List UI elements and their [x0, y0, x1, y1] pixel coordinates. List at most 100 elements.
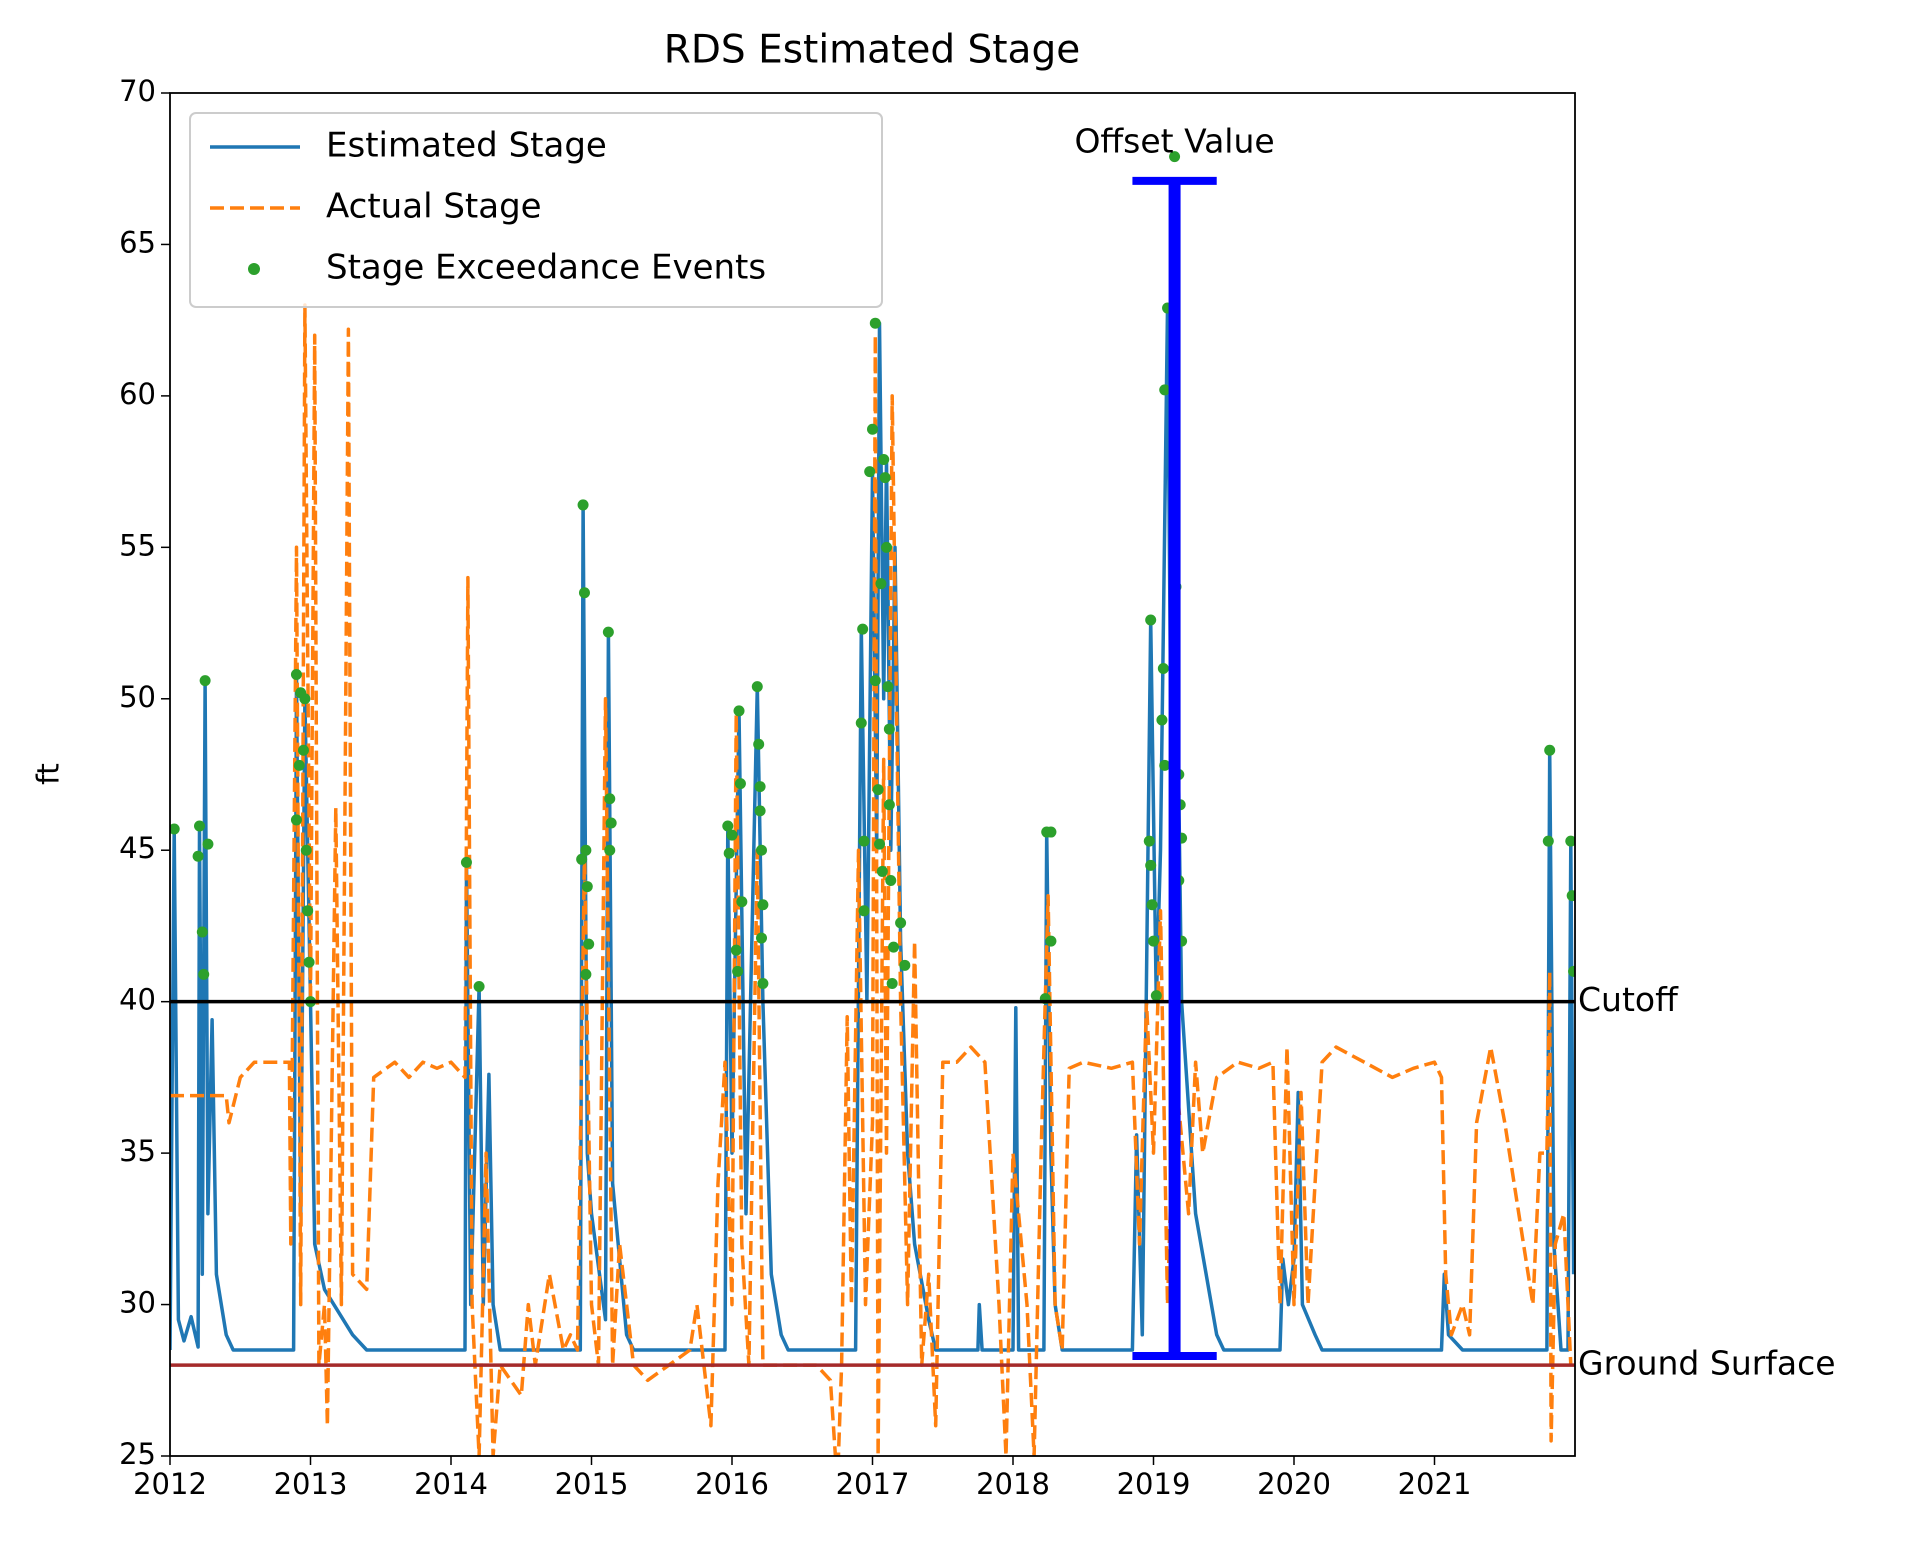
event-point	[1542, 835, 1554, 847]
event-point	[864, 466, 876, 478]
event-point	[733, 705, 745, 717]
event-point	[723, 847, 735, 859]
event-point	[869, 675, 881, 687]
x-tick-label: 2021	[1398, 1467, 1472, 1501]
event-point	[869, 317, 881, 329]
legend-marker	[248, 263, 260, 275]
event-point	[1565, 835, 1575, 847]
event-point	[1143, 835, 1155, 847]
x-tick-label: 2019	[1117, 1467, 1191, 1501]
plot-area	[170, 151, 1575, 1456]
event-point	[751, 681, 763, 693]
event-point	[888, 941, 900, 953]
event-point	[757, 899, 769, 911]
event-point	[300, 844, 312, 856]
event-point	[199, 675, 211, 687]
event-point	[1045, 935, 1057, 947]
event-point	[753, 738, 765, 750]
event-point	[899, 959, 911, 971]
event-point	[1146, 899, 1158, 911]
event-point	[290, 814, 302, 826]
event-point	[754, 781, 766, 793]
event-point	[604, 793, 616, 805]
offset-label: Offset Value	[1074, 121, 1274, 160]
event-point	[297, 744, 309, 756]
y-tick-label: 35	[119, 1134, 156, 1168]
event-point	[874, 838, 886, 850]
event-point	[299, 693, 311, 705]
event-point	[883, 799, 895, 811]
y-tick-label: 65	[119, 225, 156, 259]
event-point	[202, 838, 214, 850]
event-point	[576, 853, 588, 865]
event-point	[194, 820, 206, 832]
event-point	[885, 875, 897, 887]
legend-box	[189, 112, 883, 308]
event-point	[732, 965, 744, 977]
event-point	[875, 578, 887, 590]
y-tick-label: 70	[119, 74, 156, 108]
x-tick-label: 2012	[133, 1467, 207, 1501]
event-point	[879, 472, 891, 484]
event-point	[170, 823, 180, 835]
event-point	[580, 844, 592, 856]
y-tick-label: 40	[119, 983, 156, 1017]
event-point	[1148, 935, 1159, 947]
event-point	[1150, 990, 1162, 1002]
event-point	[757, 977, 769, 989]
x-tick-label: 2016	[695, 1467, 769, 1501]
event-point	[867, 423, 878, 435]
event-point	[895, 917, 907, 929]
event-point	[756, 844, 768, 856]
legend-label: Estimated Stage	[326, 126, 607, 166]
event-point	[855, 717, 867, 729]
event-point	[602, 626, 614, 638]
event-point	[1169, 151, 1181, 163]
event-point	[1159, 384, 1171, 396]
event-point	[578, 587, 590, 599]
event-point	[1156, 714, 1168, 726]
event-point	[604, 844, 616, 856]
reference-label: Ground Surface	[1578, 1344, 1836, 1383]
x-tick-label: 2014	[414, 1467, 488, 1501]
event-point	[290, 669, 302, 681]
x-tick-label: 2020	[1257, 1467, 1331, 1501]
x-tick-label: 2015	[555, 1467, 629, 1501]
event-point	[726, 829, 738, 841]
event-point	[881, 541, 893, 553]
y-axis-label: ft	[32, 763, 67, 785]
event-point	[883, 723, 895, 735]
y-tick-label: 45	[119, 831, 156, 865]
event-point	[1145, 859, 1157, 871]
event-point	[1045, 826, 1057, 838]
event-point	[858, 905, 870, 917]
event-point	[756, 932, 768, 944]
event-point	[734, 778, 746, 790]
event-point	[730, 944, 742, 956]
event-point	[302, 905, 314, 917]
event-point	[192, 850, 204, 862]
event-point	[1544, 744, 1556, 756]
event-point	[1145, 614, 1157, 626]
event-point	[196, 926, 208, 938]
event-point	[882, 681, 894, 693]
x-tick-label: 2018	[976, 1467, 1050, 1501]
reference-label: Cutoff	[1578, 980, 1679, 1019]
y-tick-label: 25	[119, 1437, 156, 1471]
event-point	[577, 499, 589, 511]
event-point	[580, 968, 592, 980]
event-point	[460, 856, 472, 868]
event-point	[581, 881, 593, 893]
event-point	[293, 759, 305, 771]
y-tick-label: 30	[119, 1286, 156, 1320]
x-tick-label: 2017	[836, 1467, 910, 1501]
event-point	[736, 896, 748, 908]
event-point	[858, 835, 870, 847]
chart-title: RDS Estimated Stage	[664, 28, 1080, 73]
plot-frame	[169, 92, 1576, 1457]
event-point	[583, 938, 595, 950]
event-point	[605, 817, 617, 829]
event-point	[876, 865, 888, 877]
event-point	[1157, 662, 1169, 674]
